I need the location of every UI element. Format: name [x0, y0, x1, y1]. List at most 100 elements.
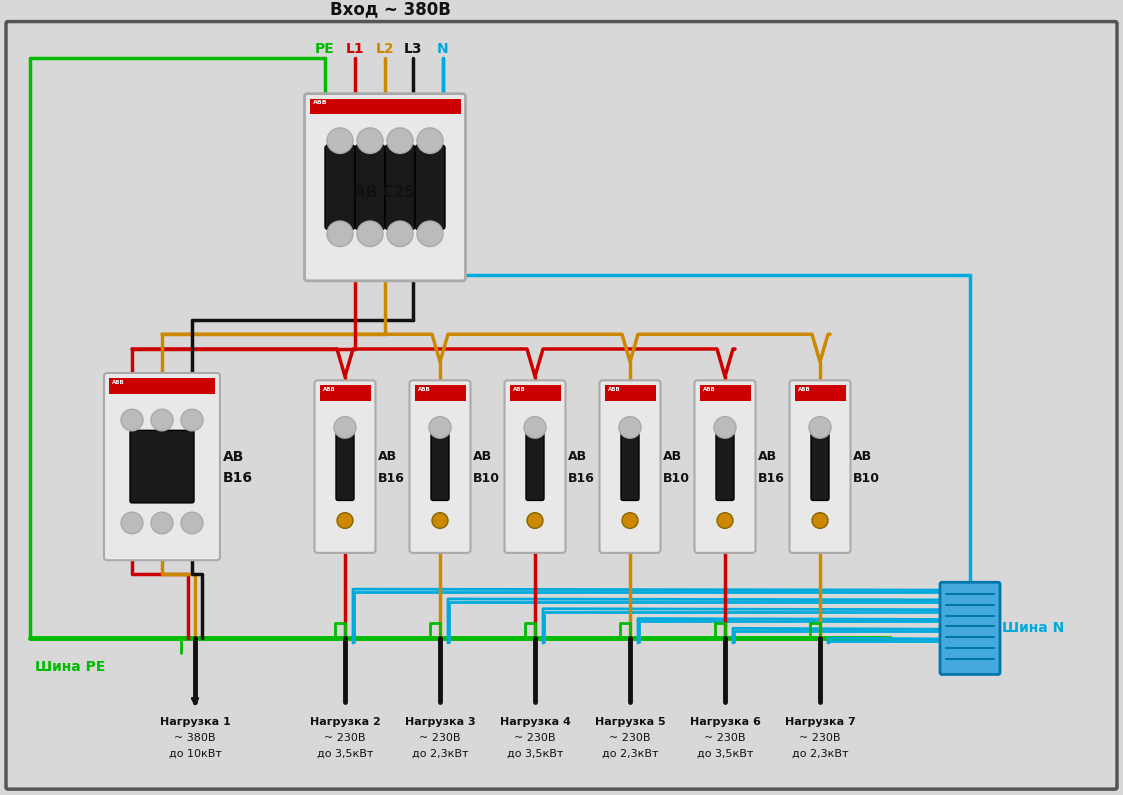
Text: АВ: АВ — [377, 450, 396, 463]
Text: АВ: АВ — [223, 450, 245, 463]
Circle shape — [417, 221, 442, 246]
Text: АВ: АВ — [663, 450, 682, 463]
FancyBboxPatch shape — [355, 145, 385, 230]
Bar — [604, 386, 656, 401]
Text: В16: В16 — [758, 472, 784, 485]
FancyBboxPatch shape — [304, 94, 466, 281]
Text: ABB: ABB — [418, 387, 430, 392]
Text: до 2,3кВт: до 2,3кВт — [602, 749, 658, 759]
Circle shape — [357, 221, 383, 246]
Text: ABB: ABB — [608, 387, 620, 392]
Text: ~ 380В: ~ 380В — [174, 733, 216, 743]
FancyBboxPatch shape — [416, 145, 445, 230]
Text: до 2,3кВт: до 2,3кВт — [412, 749, 468, 759]
Text: ~ 230В: ~ 230В — [419, 733, 460, 743]
Circle shape — [432, 513, 448, 529]
Circle shape — [527, 513, 544, 529]
Text: Нагрузка 4: Нагрузка 4 — [500, 716, 570, 727]
Text: АВ: АВ — [567, 450, 586, 463]
FancyBboxPatch shape — [314, 380, 375, 553]
FancyBboxPatch shape — [130, 430, 194, 503]
Text: Нагрузка 3: Нагрузка 3 — [404, 716, 475, 727]
FancyBboxPatch shape — [789, 380, 850, 553]
Text: до 3,5кВт: до 3,5кВт — [317, 749, 373, 759]
Circle shape — [622, 513, 638, 529]
FancyBboxPatch shape — [600, 380, 660, 553]
FancyBboxPatch shape — [811, 432, 829, 500]
Text: Вход ~ 380В: Вход ~ 380В — [329, 1, 450, 18]
FancyBboxPatch shape — [716, 432, 734, 500]
FancyBboxPatch shape — [621, 432, 639, 500]
Text: В10: В10 — [852, 472, 879, 485]
FancyBboxPatch shape — [526, 432, 544, 500]
Circle shape — [150, 409, 173, 431]
Circle shape — [337, 513, 353, 529]
Circle shape — [121, 409, 143, 431]
Circle shape — [714, 417, 736, 438]
Text: АВ: АВ — [852, 450, 871, 463]
Circle shape — [150, 512, 173, 533]
FancyBboxPatch shape — [104, 373, 220, 560]
Text: Шина РЕ: Шина РЕ — [35, 660, 106, 673]
Text: ~ 230В: ~ 230В — [800, 733, 841, 743]
Bar — [414, 386, 466, 401]
FancyBboxPatch shape — [336, 432, 354, 500]
FancyBboxPatch shape — [431, 432, 449, 500]
FancyBboxPatch shape — [940, 582, 999, 674]
Circle shape — [619, 417, 641, 438]
Text: ABB: ABB — [512, 387, 526, 392]
Text: В16: В16 — [377, 472, 404, 485]
Text: Нагрузка 2: Нагрузка 2 — [310, 716, 381, 727]
Text: L3: L3 — [404, 42, 422, 56]
Circle shape — [121, 512, 143, 533]
Circle shape — [809, 417, 831, 438]
FancyBboxPatch shape — [325, 145, 355, 230]
Circle shape — [387, 128, 413, 153]
Bar — [510, 386, 560, 401]
Text: ~ 230В: ~ 230В — [325, 733, 366, 743]
Bar — [320, 386, 371, 401]
FancyBboxPatch shape — [694, 380, 756, 553]
Circle shape — [181, 512, 203, 533]
Circle shape — [387, 221, 413, 246]
Text: L1: L1 — [346, 42, 364, 56]
FancyBboxPatch shape — [385, 145, 416, 230]
Text: В16: В16 — [567, 472, 594, 485]
Text: АВ С25: АВ С25 — [355, 184, 416, 200]
Circle shape — [181, 409, 203, 431]
FancyBboxPatch shape — [504, 380, 566, 553]
Text: В10: В10 — [663, 472, 690, 485]
Circle shape — [334, 417, 356, 438]
Text: В10: В10 — [473, 472, 500, 485]
Bar — [700, 386, 750, 401]
Text: до 2,3кВт: до 2,3кВт — [792, 749, 848, 759]
Text: N: N — [437, 42, 449, 56]
Text: Нагрузка 7: Нагрузка 7 — [785, 716, 856, 727]
Bar — [310, 99, 460, 114]
Text: PE: PE — [316, 42, 335, 56]
Circle shape — [327, 128, 353, 153]
Text: до 3,5кВт: до 3,5кВт — [506, 749, 564, 759]
Text: ~ 230В: ~ 230В — [514, 733, 556, 743]
Circle shape — [812, 513, 828, 529]
Bar — [794, 386, 846, 401]
FancyBboxPatch shape — [410, 380, 471, 553]
Text: Нагрузка 5: Нагрузка 5 — [595, 716, 665, 727]
Text: В16: В16 — [223, 471, 253, 486]
Text: Шина N: Шина N — [1002, 622, 1065, 635]
Circle shape — [417, 128, 442, 153]
Text: L2: L2 — [376, 42, 394, 56]
Text: ABB: ABB — [312, 100, 327, 106]
Text: Нагрузка 1: Нагрузка 1 — [159, 716, 230, 727]
Circle shape — [327, 221, 353, 246]
Text: ABB: ABB — [703, 387, 715, 392]
Text: ABB: ABB — [112, 380, 125, 385]
Text: ~ 230В: ~ 230В — [610, 733, 650, 743]
Circle shape — [524, 417, 546, 438]
FancyBboxPatch shape — [6, 21, 1117, 789]
Text: АВ: АВ — [758, 450, 777, 463]
Circle shape — [429, 417, 451, 438]
Text: Нагрузка 6: Нагрузка 6 — [690, 716, 760, 727]
Bar — [109, 378, 214, 394]
Text: АВ: АВ — [473, 450, 492, 463]
